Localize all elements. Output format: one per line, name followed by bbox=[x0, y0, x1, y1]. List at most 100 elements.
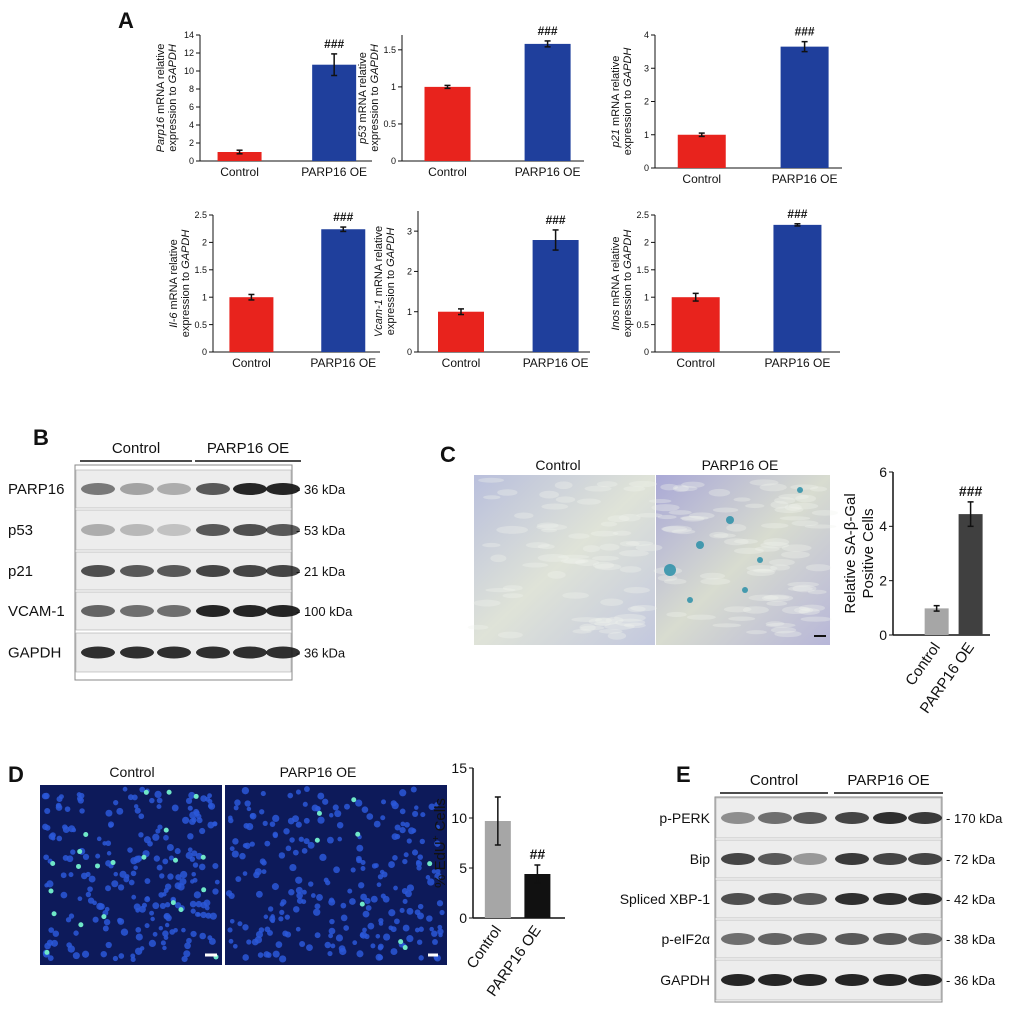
annotation: ### bbox=[324, 37, 344, 51]
nucleus bbox=[418, 955, 424, 961]
nucleus-edu bbox=[314, 837, 320, 843]
y-axis-label-gene: p53 bbox=[357, 125, 369, 145]
nucleus-edu bbox=[95, 863, 101, 869]
cell bbox=[770, 500, 789, 509]
group-label: PARP16 OE bbox=[207, 440, 289, 457]
nucleus bbox=[107, 821, 115, 828]
nucleus-edu bbox=[101, 914, 107, 920]
nucleus-edu bbox=[48, 888, 54, 894]
nucleus bbox=[289, 863, 297, 872]
stain bbox=[687, 597, 693, 603]
nucleus bbox=[279, 909, 285, 915]
y-axis-label: expression to GAPDH bbox=[369, 44, 381, 152]
band bbox=[157, 524, 191, 536]
nucleus bbox=[437, 924, 443, 930]
y-axis-label: Relative SA-β-Gal bbox=[842, 493, 859, 613]
nucleus bbox=[162, 930, 169, 937]
band bbox=[196, 565, 230, 577]
nucleus bbox=[336, 821, 344, 829]
nucleus bbox=[128, 879, 135, 886]
nucleus bbox=[279, 955, 287, 963]
nucleus bbox=[241, 786, 250, 795]
nucleus bbox=[44, 883, 49, 888]
nucleus bbox=[149, 797, 155, 804]
nucleus bbox=[185, 797, 193, 804]
y-axis-label: Il-6 mRNA relative bbox=[168, 239, 180, 328]
cell bbox=[485, 587, 516, 593]
micrograph bbox=[656, 475, 830, 645]
cell bbox=[681, 481, 705, 488]
y-tick-label: 2 bbox=[407, 267, 412, 277]
nucleus bbox=[181, 927, 186, 933]
nucleus-edu bbox=[77, 849, 83, 855]
cell bbox=[612, 530, 632, 536]
cell bbox=[607, 632, 627, 640]
band bbox=[233, 646, 267, 659]
nucleus bbox=[249, 813, 255, 819]
size-label: - 100 kDa bbox=[296, 604, 353, 619]
cell bbox=[709, 531, 729, 539]
cell bbox=[798, 604, 826, 612]
band bbox=[793, 853, 827, 865]
cell bbox=[525, 542, 550, 549]
nucleus bbox=[214, 879, 220, 885]
cell bbox=[536, 522, 559, 529]
nucleus bbox=[145, 896, 150, 901]
nucleus bbox=[51, 939, 59, 947]
cell bbox=[753, 568, 777, 573]
cell bbox=[623, 622, 646, 629]
nucleus-edu bbox=[398, 939, 404, 945]
nucleus bbox=[193, 891, 201, 899]
cell bbox=[625, 540, 654, 546]
nucleus bbox=[190, 908, 196, 914]
row-label: Bip bbox=[690, 851, 710, 867]
nucleus bbox=[92, 916, 99, 923]
nucleus bbox=[269, 821, 276, 827]
cell bbox=[746, 565, 778, 572]
cell bbox=[807, 589, 827, 595]
nucleus bbox=[289, 837, 295, 843]
nucleus bbox=[187, 847, 193, 853]
nucleus bbox=[394, 833, 401, 840]
nucleus bbox=[403, 852, 409, 858]
stain bbox=[757, 557, 763, 563]
cell bbox=[594, 563, 622, 571]
y-tick-label: 10 bbox=[451, 810, 467, 826]
cell bbox=[473, 599, 501, 607]
nucleus bbox=[426, 915, 433, 922]
y-tick-label: 1 bbox=[644, 292, 649, 302]
image-title: Control bbox=[535, 457, 580, 473]
stain bbox=[726, 516, 734, 524]
nucleus bbox=[388, 861, 395, 868]
nucleus bbox=[327, 836, 334, 844]
nucleus bbox=[306, 944, 313, 952]
y-axis-label-text: expression to bbox=[180, 272, 192, 337]
nucleus bbox=[228, 938, 234, 944]
nucleus bbox=[350, 867, 356, 873]
nucleus bbox=[205, 912, 212, 919]
y-tick-label: 1 bbox=[391, 82, 396, 92]
row-label: GAPDH bbox=[660, 972, 710, 988]
nucleus bbox=[292, 849, 299, 856]
cell bbox=[761, 594, 794, 602]
nucleus bbox=[416, 859, 421, 865]
nucleus-edu bbox=[359, 901, 365, 907]
bar bbox=[671, 297, 720, 352]
nucleus bbox=[313, 908, 321, 916]
image-title: PARP16 OE bbox=[280, 764, 357, 780]
nucleus bbox=[117, 884, 125, 891]
nucleus bbox=[105, 809, 113, 817]
cell bbox=[713, 533, 736, 538]
nucleus bbox=[334, 810, 342, 818]
y-tick-label: 2.5 bbox=[194, 210, 207, 220]
cell bbox=[571, 617, 603, 622]
nucleus-edu bbox=[76, 863, 82, 869]
band bbox=[908, 974, 942, 986]
bar bbox=[229, 297, 274, 352]
cell bbox=[623, 587, 650, 594]
nucleus-edu bbox=[83, 832, 89, 838]
nucleus bbox=[380, 815, 386, 821]
band bbox=[835, 893, 869, 905]
cell bbox=[770, 626, 797, 634]
size-label: - 42 kDa bbox=[946, 892, 996, 907]
